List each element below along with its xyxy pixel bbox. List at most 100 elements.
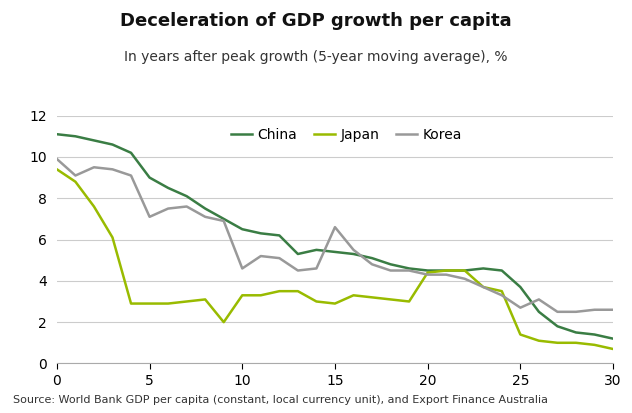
- Korea: [535, 297, 543, 302]
- Korea: [498, 293, 506, 298]
- China: [349, 252, 357, 256]
- China: [71, 134, 79, 139]
- Korea: [202, 214, 209, 219]
- Japan: [164, 301, 172, 306]
- China: [368, 256, 376, 261]
- China: [535, 309, 543, 314]
- Text: Deceleration of GDP growth per capita: Deceleration of GDP growth per capita: [120, 12, 512, 31]
- Japan: [516, 332, 524, 337]
- Japan: [109, 235, 116, 240]
- Japan: [554, 340, 561, 345]
- Japan: [276, 289, 283, 294]
- China: [609, 336, 617, 341]
- China: [202, 206, 209, 211]
- Japan: [202, 297, 209, 302]
- Japan: [90, 204, 98, 209]
- Korea: [276, 256, 283, 261]
- Korea: [294, 268, 301, 273]
- Korea: [609, 307, 617, 312]
- Korea: [146, 214, 154, 219]
- Korea: [127, 173, 135, 178]
- China: [313, 247, 320, 252]
- Line: China: China: [57, 134, 613, 339]
- Korea: [442, 272, 450, 277]
- Japan: [127, 301, 135, 306]
- Japan: [71, 179, 79, 184]
- China: [572, 330, 580, 335]
- Japan: [405, 299, 413, 304]
- Japan: [349, 293, 357, 298]
- Japan: [368, 295, 376, 300]
- China: [146, 175, 154, 180]
- Korea: [424, 272, 432, 277]
- China: [238, 227, 246, 232]
- Japan: [53, 167, 61, 172]
- China: [442, 268, 450, 273]
- Korea: [572, 309, 580, 314]
- Japan: [183, 299, 190, 304]
- China: [424, 268, 432, 273]
- Korea: [554, 309, 561, 314]
- Korea: [349, 247, 357, 252]
- China: [294, 252, 301, 256]
- China: [276, 233, 283, 238]
- China: [220, 216, 228, 221]
- Korea: [331, 225, 339, 230]
- Korea: [387, 268, 394, 273]
- Korea: [461, 276, 468, 281]
- Korea: [313, 266, 320, 271]
- Korea: [109, 167, 116, 172]
- Japan: [535, 338, 543, 343]
- Text: Source: World Bank GDP per capita (constant, local currency unit), and Export Fi: Source: World Bank GDP per capita (const…: [13, 395, 548, 405]
- China: [405, 266, 413, 271]
- Korea: [405, 268, 413, 273]
- China: [331, 249, 339, 254]
- Japan: [146, 301, 154, 306]
- China: [461, 268, 468, 273]
- China: [516, 285, 524, 290]
- Korea: [164, 206, 172, 211]
- Korea: [53, 157, 61, 161]
- China: [387, 262, 394, 267]
- Japan: [238, 293, 246, 298]
- Text: In years after peak growth (5-year moving average), %: In years after peak growth (5-year movin…: [125, 50, 507, 64]
- Japan: [591, 342, 599, 347]
- Japan: [331, 301, 339, 306]
- Japan: [424, 270, 432, 275]
- China: [53, 132, 61, 137]
- Line: Japan: Japan: [57, 169, 613, 349]
- Japan: [498, 289, 506, 294]
- China: [257, 231, 265, 236]
- Japan: [572, 340, 580, 345]
- Korea: [71, 173, 79, 178]
- Japan: [461, 268, 468, 273]
- Korea: [516, 305, 524, 310]
- Korea: [90, 165, 98, 170]
- Line: Korea: Korea: [57, 159, 613, 312]
- Japan: [220, 320, 228, 325]
- Korea: [183, 204, 190, 209]
- China: [90, 138, 98, 143]
- China: [480, 266, 487, 271]
- China: [498, 268, 506, 273]
- Korea: [257, 254, 265, 259]
- Korea: [591, 307, 599, 312]
- Japan: [313, 299, 320, 304]
- Korea: [220, 218, 228, 223]
- China: [554, 324, 561, 329]
- Japan: [480, 285, 487, 290]
- Japan: [294, 289, 301, 294]
- Japan: [257, 293, 265, 298]
- China: [109, 142, 116, 147]
- China: [127, 150, 135, 155]
- China: [591, 332, 599, 337]
- Korea: [238, 266, 246, 271]
- China: [164, 185, 172, 190]
- Japan: [387, 297, 394, 302]
- Legend: China, Japan, Korea: China, Japan, Korea: [226, 123, 467, 148]
- China: [183, 194, 190, 199]
- Korea: [368, 262, 376, 267]
- Japan: [442, 268, 450, 273]
- Japan: [609, 347, 617, 351]
- Korea: [480, 285, 487, 290]
